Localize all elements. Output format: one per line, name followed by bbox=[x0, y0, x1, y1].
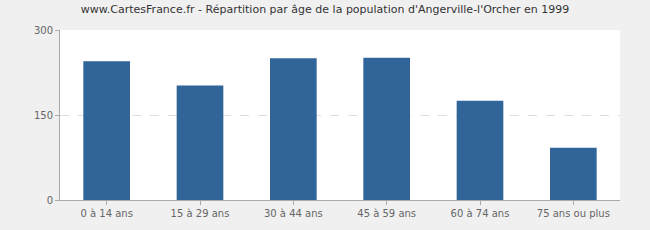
svg-text:0 à 14 ans: 0 à 14 ans bbox=[80, 208, 132, 219]
svg-text:150: 150 bbox=[34, 110, 53, 121]
svg-text:15 à 29 ans: 15 à 29 ans bbox=[171, 208, 230, 219]
svg-text:300: 300 bbox=[34, 25, 53, 36]
svg-text:75 ans ou plus: 75 ans ou plus bbox=[537, 208, 610, 219]
svg-text:www.CartesFrance.fr - Répartit: www.CartesFrance.fr - Répartition par âg… bbox=[81, 3, 569, 16]
svg-text:45 à 59 ans: 45 à 59 ans bbox=[357, 208, 416, 219]
svg-text:0: 0 bbox=[47, 195, 53, 206]
svg-text:30 à 44 ans: 30 à 44 ans bbox=[264, 208, 323, 219]
svg-text:60 à 74 ans: 60 à 74 ans bbox=[451, 208, 510, 219]
